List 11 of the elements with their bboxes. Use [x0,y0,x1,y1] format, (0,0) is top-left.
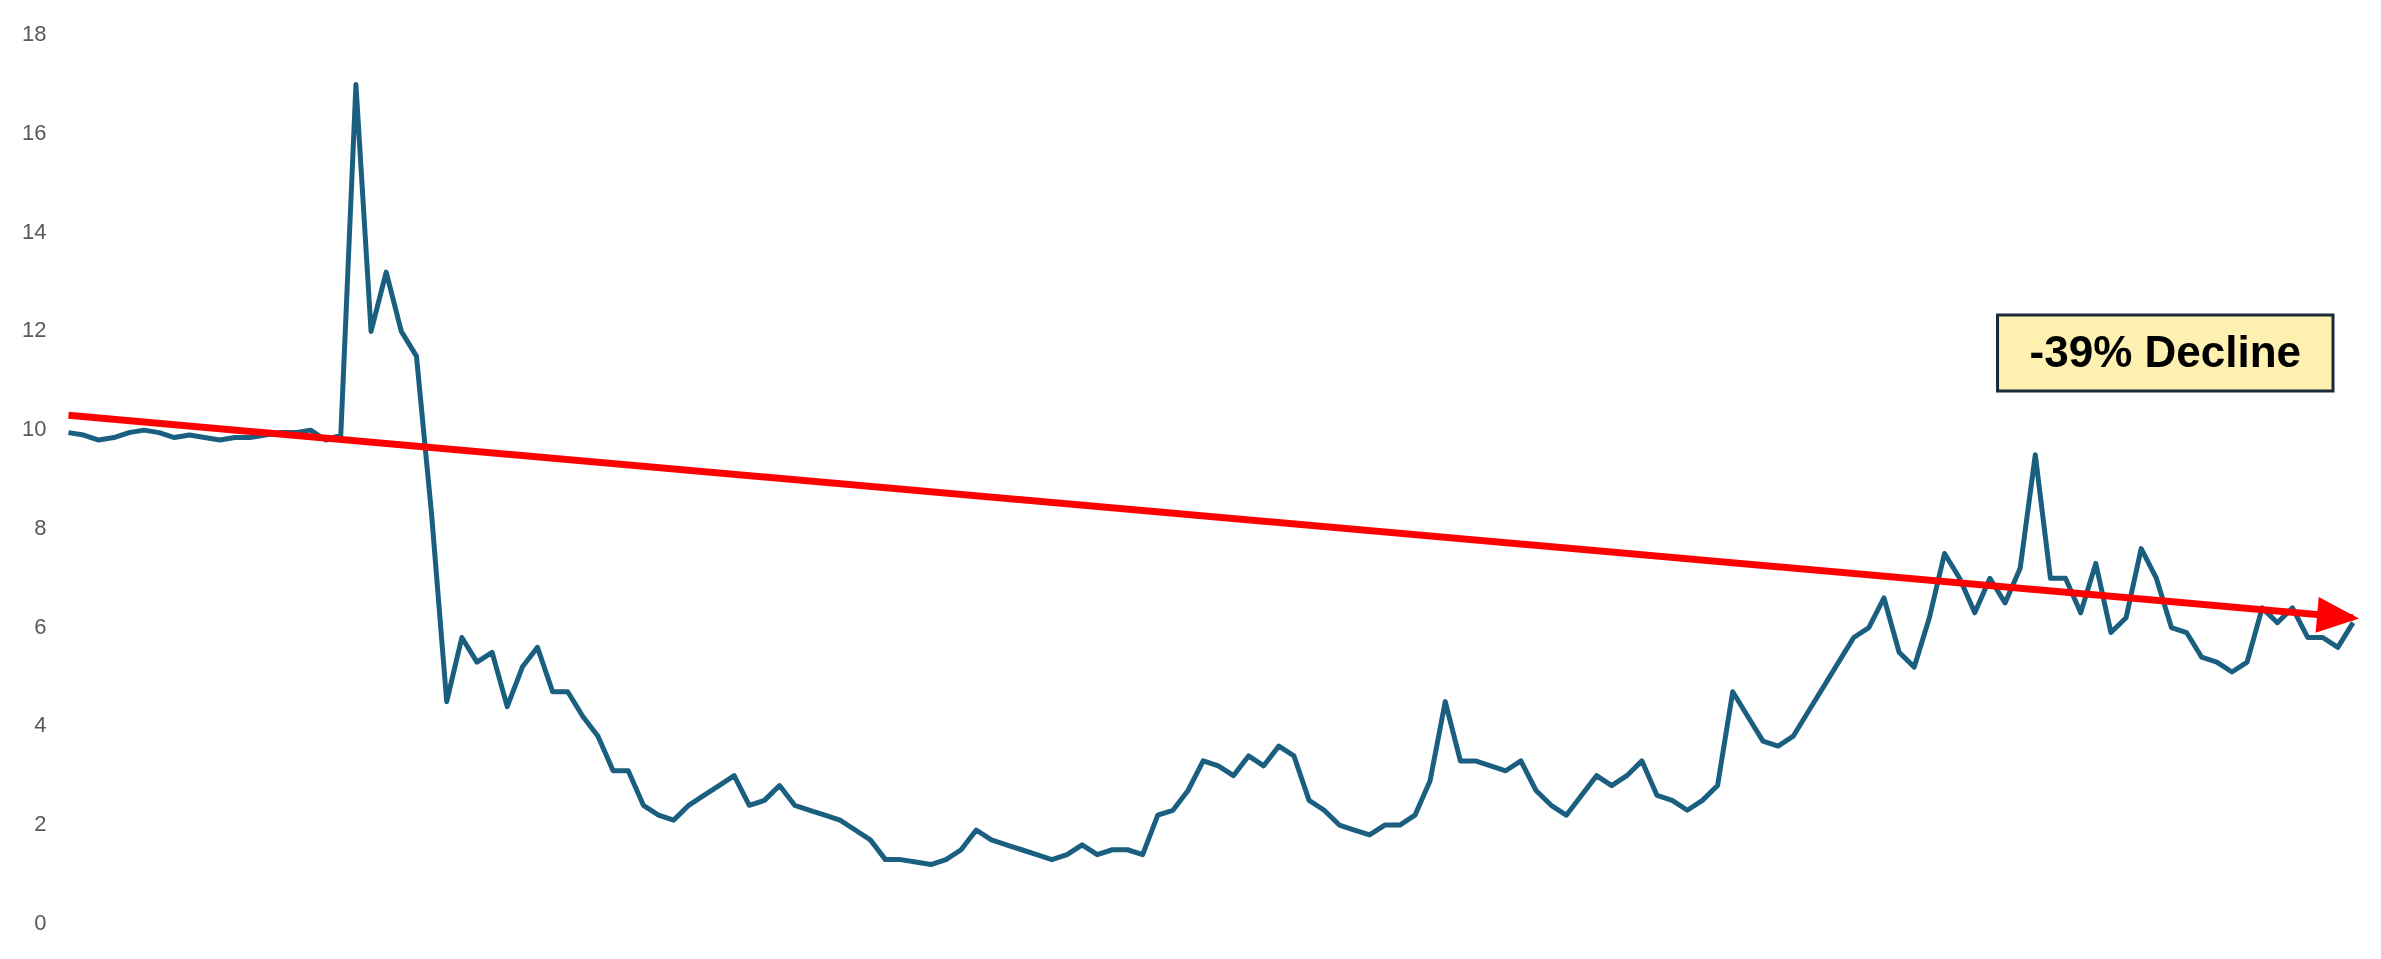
y-tick-label: 14 [21,218,47,244]
y-tick-label: 18 [21,21,47,47]
y-tick-label: 6 [34,613,47,639]
y-tick-label: 16 [21,120,47,145]
y-tick-label: 2 [34,811,47,837]
y-tick-label: 10 [21,416,47,442]
annotation: -39% Decline [2029,327,2302,377]
y-tick-label: 4 [34,712,47,738]
y-tick-label: 0 [34,909,47,935]
y-tick-label: 8 [34,514,47,540]
y-tick-label: 12 [21,317,47,343]
